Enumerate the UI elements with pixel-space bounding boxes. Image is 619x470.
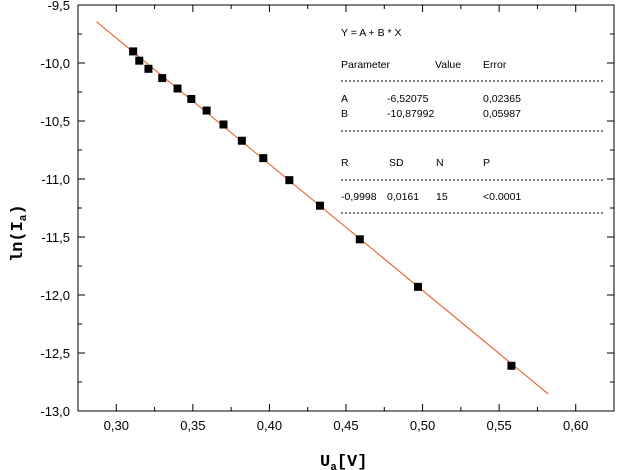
fit-stats-header-sd: SD — [389, 157, 404, 169]
fit-param-b-value: -10,87992 — [387, 108, 434, 120]
fit-param-b-error: 0,05987 — [483, 108, 521, 120]
x-tick-label: 0,50 — [410, 418, 435, 433]
y-axis-title: ln(Ia) — [9, 204, 30, 262]
fit-statistics-box: Y = A + B * X Parameter Value Error A -6… — [341, 27, 605, 214]
data-point — [158, 74, 167, 83]
x-tick-label: 0,60 — [563, 418, 588, 433]
fit-equation: Y = A + B * X — [341, 27, 402, 39]
y-tick-label: -12,5 — [40, 346, 70, 361]
fit-stats-header-n: N — [436, 157, 444, 169]
x-tick-label: 0,35 — [180, 418, 205, 433]
fit-param-a-name: A — [341, 93, 348, 105]
fit-stats-p: <0.0001 — [483, 191, 521, 203]
fit-param-b-name: B — [341, 108, 348, 120]
y-axis-title-close: ) — [9, 204, 28, 214]
data-points — [129, 47, 516, 370]
x-tick-label: 0,40 — [257, 418, 282, 433]
fit-stats-r: -0,9998 — [341, 191, 377, 203]
y-tick-label: -13,0 — [40, 404, 70, 419]
data-point — [129, 47, 138, 56]
fit-param-a-value: -6,52075 — [387, 93, 429, 105]
y-tick-label: -9,5 — [48, 0, 70, 13]
data-point — [144, 64, 153, 73]
x-tick-label: 0,30 — [104, 418, 129, 433]
fit-stats-header-p: P — [483, 157, 490, 169]
data-point — [413, 282, 422, 291]
y-axis-title-sub: a — [18, 214, 30, 221]
plot-area — [77, 4, 615, 412]
x-tick-label: 0,45 — [333, 418, 358, 433]
fit-stats-header-r: R — [341, 157, 349, 169]
axis-ticks — [78, 4, 614, 412]
x-axis-title: Ua[V] — [320, 453, 367, 470]
data-point — [135, 56, 144, 65]
data-point — [285, 176, 294, 185]
fit-header-parameter: Parameter — [341, 59, 391, 71]
y-axis-title-main: ln(I — [9, 221, 28, 262]
data-point — [507, 361, 516, 370]
y-tick-label: -11,0 — [41, 172, 70, 187]
data-point — [259, 154, 268, 163]
fit-header-error: Error — [483, 59, 507, 71]
x-tick-label: 0,55 — [486, 418, 511, 433]
y-tick-label: -12,0 — [40, 288, 70, 303]
fit-header-value: Value — [435, 59, 461, 71]
data-point — [173, 84, 182, 93]
axis-tick-labels: 0,30 0,35 0,40 0,45 0,50 0,55 0,60 -9,5 -10,0 -10… — [40, 0, 588, 433]
data-point — [219, 120, 228, 129]
y-tick-label: -10,0 — [40, 56, 70, 71]
y-tick-label: -10,5 — [40, 114, 70, 129]
fit-stats-n: 15 — [436, 191, 448, 203]
data-point — [237, 136, 246, 145]
data-point — [315, 201, 324, 210]
y-tick-label: -11,5 — [41, 230, 70, 245]
x-axis-title-sub: a — [330, 462, 337, 470]
fit-stats-sd: 0,0161 — [387, 191, 419, 203]
data-point — [187, 94, 196, 103]
data-point — [355, 235, 364, 244]
fit-param-a-error: 0,02365 — [483, 93, 521, 105]
x-axis-title-unit: [V] — [337, 453, 368, 470]
data-point — [202, 106, 211, 115]
plot-frame — [77, 4, 615, 412]
x-axis-title-main: U — [320, 453, 330, 470]
